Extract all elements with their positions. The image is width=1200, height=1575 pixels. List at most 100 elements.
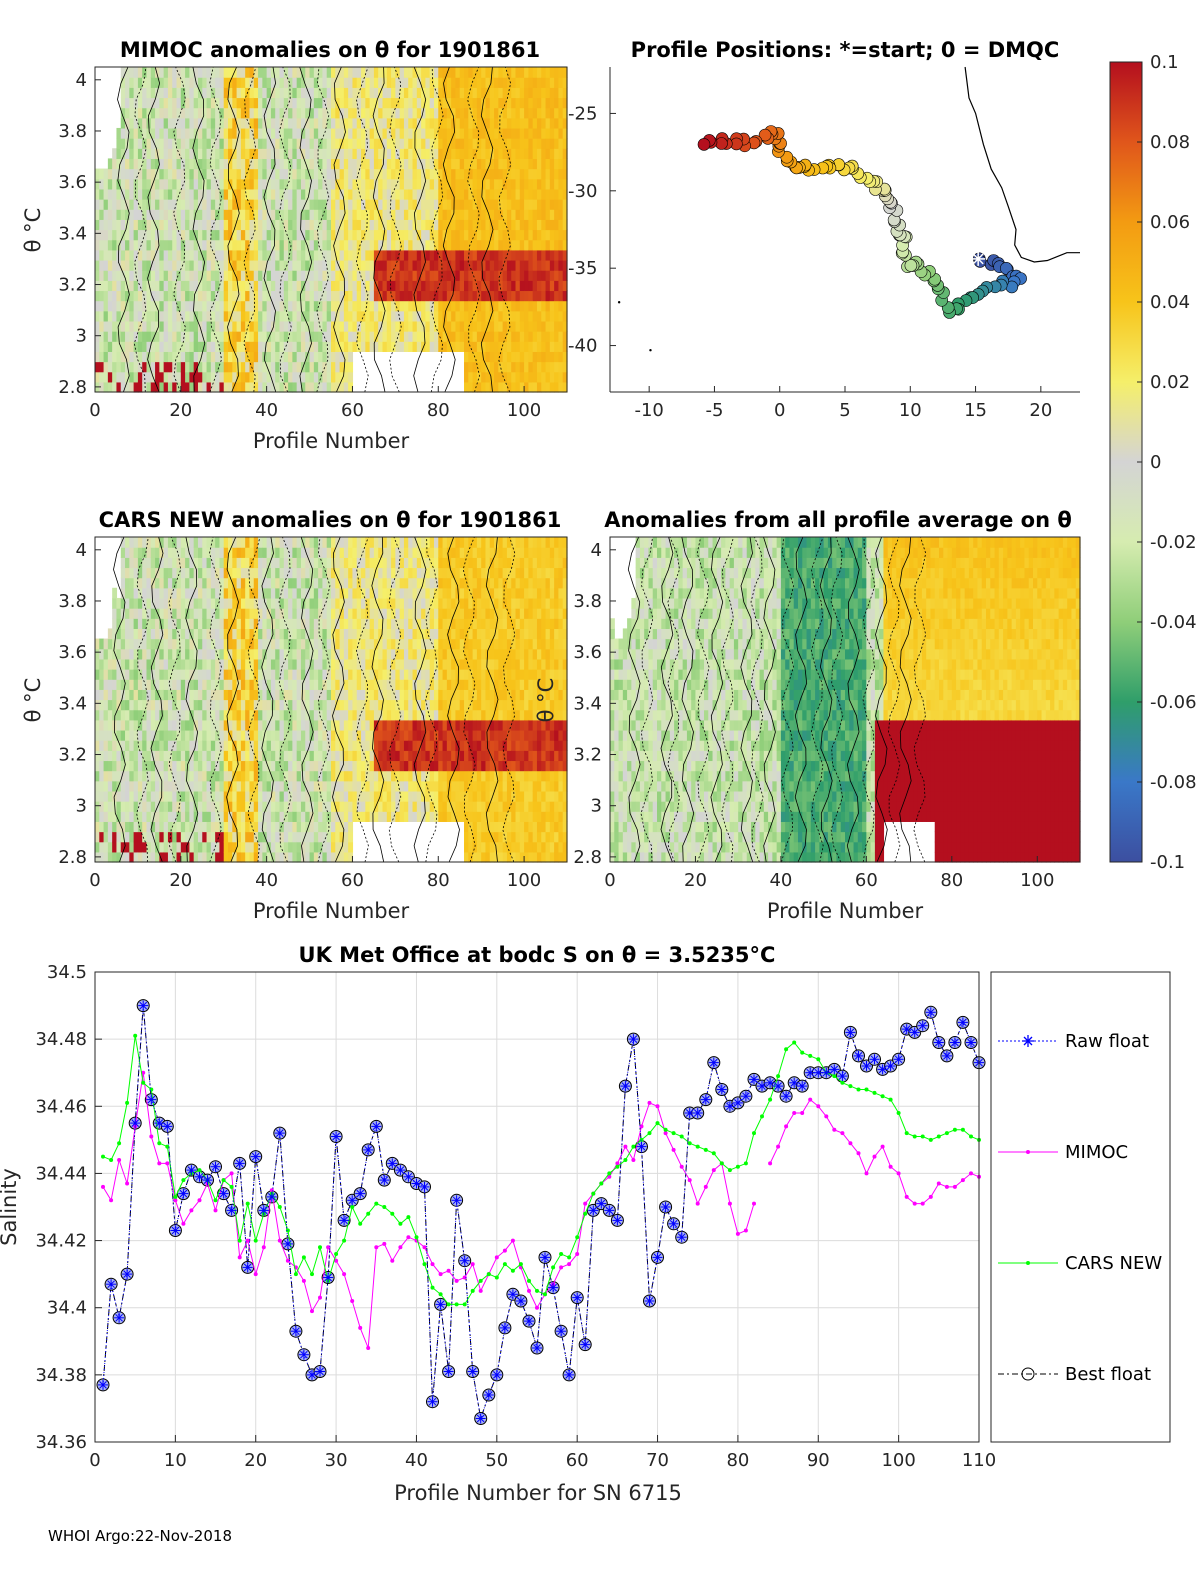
heatmap-cell <box>163 270 169 281</box>
heatmap-cell <box>326 229 332 241</box>
heatmap-cell <box>532 209 538 220</box>
heatmap-cell <box>549 127 555 139</box>
heatmap-cell <box>107 648 113 660</box>
heatmap-cell <box>159 597 165 609</box>
heatmap-cell <box>288 567 293 579</box>
heatmap-cell <box>485 361 491 373</box>
heatmap-cell <box>172 780 178 792</box>
profile-position-point <box>715 137 728 150</box>
heatmap-cell <box>279 597 285 609</box>
heatmap-cell <box>549 97 555 109</box>
heatmap-cell <box>416 331 422 342</box>
heatmap-cell <box>296 148 302 160</box>
heatmap-cell <box>279 669 285 680</box>
heatmap-cell <box>176 648 182 660</box>
heatmap-cell <box>494 117 499 129</box>
heatmap-cell <box>219 811 225 822</box>
heatmap-cell <box>185 567 190 579</box>
heatmap-cell <box>215 290 221 302</box>
heatmap-cell <box>120 780 126 792</box>
heatmap-cell <box>193 117 199 129</box>
heatmap-cell <box>185 310 190 322</box>
heatmap-cell <box>133 648 139 660</box>
heatmap-cell <box>412 87 418 99</box>
heatmap-cell <box>232 320 238 332</box>
heatmap-cell <box>309 67 315 78</box>
heatmap-cell <box>558 270 564 281</box>
heatmap-cell <box>309 280 315 292</box>
heatmap-cell <box>468 97 474 109</box>
heatmap-cell <box>159 608 165 619</box>
heatmap-cell <box>137 841 143 853</box>
heatmap-cell <box>266 577 272 589</box>
heatmap-cell <box>403 107 409 119</box>
heatmap-cell <box>335 259 341 271</box>
heatmap-cell <box>163 168 169 180</box>
heatmap-cell <box>326 87 332 99</box>
heatmap-cell <box>232 669 238 680</box>
heatmap-cell <box>472 209 478 220</box>
heatmap-cell <box>472 300 478 312</box>
heatmap-cell <box>416 300 422 312</box>
heatmap-cell <box>361 280 366 292</box>
heatmap-cell <box>120 209 126 220</box>
heatmap-cell <box>296 97 302 109</box>
heatmap-cell <box>403 87 409 99</box>
heatmap-cell <box>116 259 122 271</box>
heatmap-cell <box>116 750 122 762</box>
heatmap-cell <box>288 618 293 630</box>
heatmap-cell <box>421 300 426 312</box>
heatmap-cell <box>245 300 251 312</box>
heatmap-cell <box>258 811 263 822</box>
heatmap-cell <box>515 249 521 261</box>
heatmap-cell <box>343 158 349 170</box>
heatmap-cell <box>146 127 152 139</box>
heatmap-cell <box>258 249 263 261</box>
heatmap-cell <box>412 77 418 88</box>
heatmap-cell <box>253 801 259 812</box>
heatmap-cell <box>562 371 568 383</box>
heatmap-cell <box>532 381 538 393</box>
heatmap-cell <box>515 270 521 281</box>
heatmap-cell <box>545 270 551 281</box>
heatmap-cell <box>511 77 517 88</box>
heatmap-cell <box>107 811 113 822</box>
heatmap-cell <box>279 351 285 363</box>
heatmap-cell <box>189 361 195 373</box>
heatmap-cell <box>502 280 508 292</box>
heatmap-cell <box>120 280 126 292</box>
heatmap-cell <box>142 780 148 792</box>
heatmap-cell <box>442 158 448 170</box>
heatmap-cell <box>399 270 405 281</box>
heatmap-cell <box>296 239 302 251</box>
heatmap-cell <box>167 841 173 853</box>
heatmap-cell <box>245 331 251 342</box>
heatmap-cell <box>189 199 195 210</box>
heatmap-cell <box>159 168 165 180</box>
heatmap-cell <box>395 249 401 261</box>
heatmap-cell <box>562 320 568 332</box>
heatmap-cell <box>451 229 457 241</box>
heatmap-cell <box>270 577 276 589</box>
heatmap-cell <box>193 770 199 782</box>
heatmap-cell <box>519 209 525 220</box>
heatmap-cell <box>202 361 208 373</box>
heatmap-cell <box>146 209 152 220</box>
heatmap-cell <box>361 168 366 180</box>
heatmap-cell <box>391 290 396 302</box>
heatmap-cell <box>270 351 276 363</box>
heatmap-cell <box>189 290 195 302</box>
heatmap-cell <box>185 351 190 363</box>
heatmap-cell <box>210 790 216 802</box>
heatmap-cell <box>476 229 482 241</box>
heatmap-cell <box>558 290 564 302</box>
heatmap-cell <box>193 148 199 160</box>
heatmap-cell <box>296 127 302 139</box>
heatmap-cell <box>408 219 414 231</box>
heatmap-cell <box>215 67 221 78</box>
heatmap-cell <box>262 567 268 579</box>
heatmap-cell <box>348 300 354 312</box>
heatmap-cell <box>421 229 426 241</box>
heatmap-cell <box>167 537 173 548</box>
heatmap-cell <box>524 138 529 149</box>
